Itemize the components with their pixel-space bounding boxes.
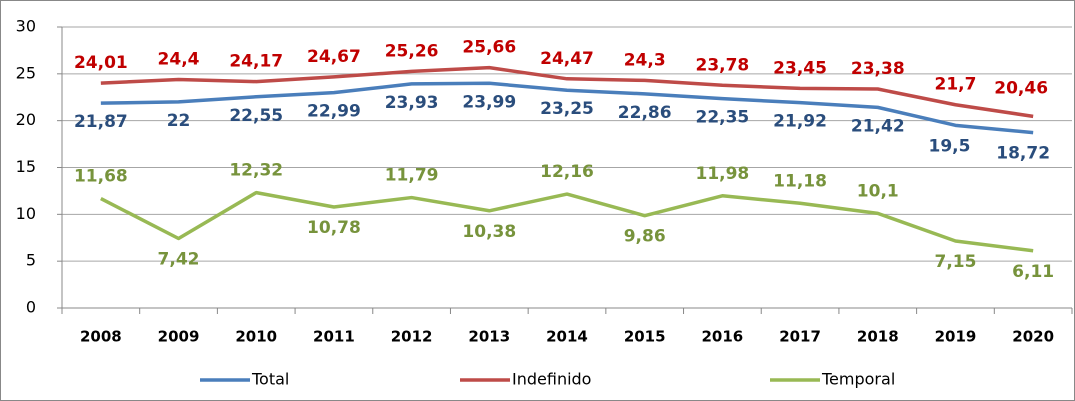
data-label: 7,15 <box>934 252 976 272</box>
data-label: 10,78 <box>307 218 361 238</box>
data-label: 21,87 <box>74 112 128 132</box>
data-label: 21,7 <box>934 75 976 95</box>
data-label: 10,1 <box>857 181 899 201</box>
data-label: 23,45 <box>773 58 827 78</box>
x-tick-label: 2014 <box>546 328 588 346</box>
x-tick-label: 2013 <box>468 328 510 346</box>
data-label: 11,79 <box>385 166 439 186</box>
x-tick-label: 2018 <box>857 328 899 346</box>
x-tick-label: 2011 <box>313 328 355 346</box>
data-label: 18,72 <box>996 144 1050 164</box>
data-label: 25,66 <box>462 38 516 58</box>
data-label: 7,42 <box>158 249 200 269</box>
data-label: 22,86 <box>618 103 672 123</box>
y-tick-label: 25 <box>16 63 36 82</box>
data-label: 10,38 <box>462 222 516 242</box>
x-tick-label: 2017 <box>779 328 821 346</box>
data-label: 22,55 <box>229 106 283 126</box>
data-label: 11,68 <box>74 167 128 187</box>
data-label: 23,93 <box>385 93 439 113</box>
data-label: 24,3 <box>624 50 666 70</box>
data-label: 22 <box>167 111 191 131</box>
data-label: 23,99 <box>462 92 516 112</box>
x-tick-label: 2020 <box>1012 328 1054 346</box>
data-label: 22,99 <box>307 102 361 122</box>
data-label: 24,17 <box>229 52 283 72</box>
y-tick-label: 5 <box>26 251 36 270</box>
data-label: 25,26 <box>385 41 439 61</box>
y-tick-label: 15 <box>16 157 36 176</box>
data-label: 23,25 <box>540 99 594 119</box>
legend-label: Total <box>251 370 289 389</box>
data-label: 23,38 <box>851 59 905 79</box>
x-tick-label: 2010 <box>235 328 277 346</box>
x-tick-label: 2012 <box>391 328 433 346</box>
x-tick-label: 2016 <box>702 328 744 346</box>
series-line <box>100 190 1034 253</box>
x-tick-label: 2008 <box>80 328 122 346</box>
data-label: 12,32 <box>229 161 283 181</box>
y-tick-label: 0 <box>26 298 36 317</box>
data-label: 24,01 <box>74 53 128 73</box>
data-label: 24,67 <box>307 47 361 67</box>
data-label: 11,18 <box>773 171 827 191</box>
data-label: 6,11 <box>1012 262 1054 282</box>
data-label: 24,4 <box>158 49 200 69</box>
data-label: 23,78 <box>695 55 749 75</box>
data-label: 19,5 <box>928 136 970 156</box>
series-line <box>100 65 1034 119</box>
data-label: 24,47 <box>540 49 594 69</box>
data-label: 12,16 <box>540 162 594 182</box>
x-tick-label: 2015 <box>624 328 666 346</box>
data-label: 21,42 <box>851 116 905 136</box>
y-tick-label: 20 <box>16 110 36 129</box>
y-tick-label: 10 <box>16 204 36 223</box>
data-label: 11,98 <box>695 164 749 184</box>
y-tick-label: 30 <box>16 17 36 36</box>
data-label: 22,35 <box>695 108 749 128</box>
legend-label: Temporal <box>821 370 895 389</box>
data-label: 21,92 <box>773 112 827 132</box>
x-tick-label: 2009 <box>158 328 200 346</box>
data-label: 9,86 <box>624 227 666 247</box>
series-line <box>100 81 1034 135</box>
data-label: 20,46 <box>994 78 1048 98</box>
legend-label: Indefinido <box>512 370 591 389</box>
x-tick-label: 2019 <box>935 328 977 346</box>
